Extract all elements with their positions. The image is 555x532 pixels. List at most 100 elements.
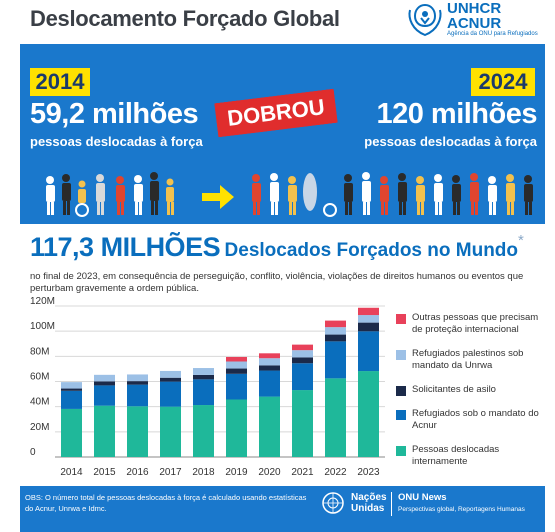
bar-segment — [61, 408, 82, 457]
bar-segment — [325, 327, 346, 335]
bar-segment — [226, 361, 247, 369]
y-tick-label: 20M — [30, 422, 49, 433]
x-tick-label: 2020 — [258, 467, 281, 478]
bar-segment — [292, 390, 313, 457]
legend-swatch — [396, 350, 406, 360]
footer: OBS: O número total de pessoas deslocada… — [20, 486, 545, 532]
x-tick-label: 2023 — [357, 467, 380, 478]
bar-segment — [358, 371, 379, 457]
bar-segment — [94, 405, 115, 457]
legend-swatch — [396, 386, 406, 396]
header: Deslocamento Forçado Global UNHCR ACNUR … — [0, 0, 555, 44]
footer-note: OBS: O número total de pessoas deslocada… — [25, 493, 307, 513]
bar-segment — [259, 396, 280, 457]
bar-segment — [325, 378, 346, 457]
bar-segment — [160, 370, 181, 378]
bar-segment — [193, 368, 214, 375]
bar-segment — [127, 374, 148, 382]
bar-segment — [292, 350, 313, 358]
bar-segment — [259, 353, 280, 359]
bar-segment — [226, 399, 247, 457]
y-tick-label: 40M — [30, 397, 49, 408]
org-name: UNHCR ACNUR — [447, 1, 501, 31]
x-tick-label: 2017 — [159, 467, 182, 478]
bar-segment — [325, 341, 346, 379]
bar-segment — [226, 368, 247, 374]
legend-label: Outras pessoas que precisam de proteção … — [412, 312, 539, 335]
bar-segment — [259, 370, 280, 397]
x-tick-label: 2018 — [192, 467, 215, 478]
bar-segment — [358, 315, 379, 323]
legend-swatch — [396, 314, 406, 324]
un-emblem-icon — [322, 492, 344, 514]
headline-label: Deslocados Forçados no Mundo — [224, 240, 519, 261]
value-right: 120 milhões — [376, 98, 537, 130]
bar-segment — [259, 358, 280, 366]
unhcr-logo-icon — [408, 3, 442, 37]
year-right-badge: 2024 — [471, 68, 535, 96]
legend-label: Refugiados sob o mandato do Acnur — [412, 408, 539, 431]
arrow-right-icon — [202, 185, 234, 209]
bar-segment — [160, 406, 181, 457]
un-name: Nações Unidas — [351, 492, 387, 514]
legend-label: Solicitantes de asilo — [412, 384, 496, 395]
bar-segment — [127, 384, 148, 407]
x-tick-label: 2015 — [93, 467, 116, 478]
headline-footnote-mark: * — [518, 232, 524, 249]
caption-left: pessoas deslocadas à força — [30, 134, 203, 149]
bar-segment — [193, 405, 214, 457]
bar-segment — [325, 334, 346, 342]
chart-headline: 117,3 MILHÕES Deslocados Forçados no Mun… — [30, 232, 524, 263]
value-left: 59,2 milhões — [30, 98, 199, 130]
bar-segment — [94, 381, 115, 386]
footer-divider — [391, 492, 392, 516]
bar-segment — [226, 373, 247, 400]
bar-segment — [127, 381, 148, 385]
caption-right: pessoas deslocadas à força — [364, 134, 537, 149]
bar-segment — [259, 365, 280, 371]
y-tick-label: 0 — [30, 447, 36, 458]
y-tick-label: 100M — [30, 321, 55, 332]
legend-label: Pessoas deslocadas internamente — [412, 444, 500, 467]
bar-segment — [127, 406, 148, 457]
y-tick-label: 120M — [30, 296, 55, 307]
news-name: ONU News — [398, 492, 447, 503]
bar-segment — [292, 363, 313, 391]
crowd-right-illustration — [252, 172, 533, 217]
bar-segment — [94, 385, 115, 406]
bar-segment — [160, 377, 181, 382]
y-tick-label: 80M — [30, 346, 49, 357]
legend-swatch — [396, 446, 406, 456]
stacked-bar-chart: 0 20M 40M 60M 80M 100M 120M 2014 2015 2016 2017 201… — [30, 296, 385, 478]
headline-value: 117,3 MILHÕES — [30, 232, 221, 262]
bar-segment — [61, 390, 82, 409]
y-tick-label: 60M — [30, 372, 49, 383]
x-tick-label: 2016 — [126, 467, 149, 478]
bar-segment — [358, 322, 379, 332]
bar-segment — [94, 374, 115, 382]
news-tagline: Perspectivas global, Reportagens Humanas — [398, 506, 525, 513]
bar-segment — [193, 379, 214, 406]
headline-description: no final de 2023, em consequência de per… — [30, 271, 524, 294]
bar-segment — [193, 374, 214, 380]
bar-segment — [325, 320, 346, 328]
bar-segment — [292, 357, 313, 364]
bar-segment — [358, 307, 379, 316]
x-tick-label: 2019 — [225, 467, 248, 478]
legend-label: Refugiados palestinos sob mandato da Unr… — [412, 348, 524, 371]
bar-segment — [358, 331, 379, 372]
crowd-left-illustration — [46, 172, 174, 217]
org-name-line1: UNHCR — [447, 0, 502, 17]
legend-swatch — [396, 410, 406, 420]
x-tick-label: 2022 — [324, 467, 347, 478]
comparison-banner: 2014 59,2 milhões pessoas deslocadas à f… — [20, 44, 545, 224]
x-tick-label: 2014 — [60, 467, 83, 478]
bar-segment — [61, 382, 82, 389]
bar-segment — [292, 344, 313, 351]
page-title: Deslocamento Forçado Global — [30, 6, 340, 31]
org-tagline: Agência da ONU para Refugiados — [447, 31, 538, 37]
year-left-badge: 2014 — [30, 68, 90, 96]
org-name-line2: ACNUR — [447, 15, 502, 32]
x-tick-label: 2021 — [291, 467, 314, 478]
bar-segment — [160, 381, 181, 407]
